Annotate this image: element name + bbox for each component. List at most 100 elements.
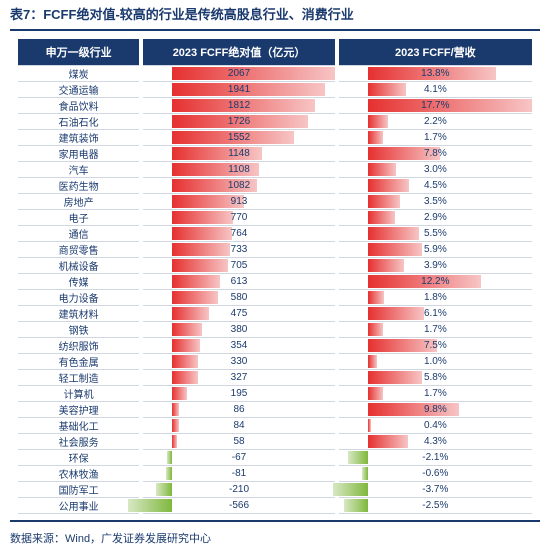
abs-cell: 84 [141, 418, 336, 434]
industry-name: 传媒 [18, 274, 141, 290]
abs-cell: 354 [141, 338, 336, 354]
industry-name: 纺织服饰 [18, 338, 141, 354]
abs-bar [172, 211, 233, 224]
ratio-cell: 5.9% [337, 242, 532, 258]
ratio-bar [368, 115, 388, 128]
abs-bar [166, 467, 172, 480]
table-row: 煤炭206713.8% [18, 66, 532, 82]
abs-cell: 327 [141, 370, 336, 386]
table-frame: 申万一级行业 2023 FCFF绝对值（亿元） 2023 FCFF/营收 煤炭2… [10, 29, 540, 522]
ratio-cell: 7.8% [337, 146, 532, 162]
industry-name: 电子 [18, 210, 141, 226]
ratio-value: 1.7% [424, 324, 447, 335]
abs-cell: 733 [141, 242, 336, 258]
industry-name: 农林牧渔 [18, 466, 141, 482]
abs-cell: 764 [141, 226, 336, 242]
abs-value: 770 [231, 212, 248, 223]
ratio-value: 2.2% [424, 116, 447, 127]
table-row: 钢铁3801.7% [18, 322, 532, 338]
ratio-cell: 4.5% [337, 178, 532, 194]
abs-cell: 380 [141, 322, 336, 338]
table-row: 纺织服饰3547.5% [18, 338, 532, 354]
abs-cell: -566 [141, 498, 336, 514]
abs-value: 1941 [228, 84, 250, 95]
abs-bar [172, 339, 200, 352]
industry-name: 有色金属 [18, 354, 141, 370]
abs-value: -566 [229, 500, 249, 511]
ratio-value: 2.9% [424, 212, 447, 223]
abs-cell: 330 [141, 354, 336, 370]
ratio-bar [368, 195, 400, 208]
ratio-cell: -0.6% [337, 466, 532, 482]
industry-name: 交通运输 [18, 82, 141, 98]
ratio-cell: -2.1% [337, 450, 532, 466]
table-row: 商贸零售733 5.9% [18, 242, 532, 258]
table-row: 电力设备5801.8% [18, 290, 532, 306]
ratio-bar [362, 467, 368, 480]
table-row: 房地产913 3.5% [18, 194, 532, 210]
ratio-bar [348, 451, 367, 464]
abs-value: 1812 [228, 100, 250, 111]
abs-value: 2067 [228, 68, 250, 79]
ratio-cell: 2.9% [337, 210, 532, 226]
ratio-bar [368, 371, 422, 384]
industry-name: 食品饮料 [18, 98, 141, 114]
ratio-bar [368, 419, 372, 432]
source-label: 数据来源：Wind，广发证券发展研究中心 [0, 522, 550, 550]
table-row: 建筑材料4756.1% [18, 306, 532, 322]
ratio-bar [368, 435, 408, 448]
col-header-industry: 申万一级行业 [18, 39, 141, 66]
abs-value: 1148 [228, 148, 250, 159]
table-row: 国防军工-210-3.7% [18, 482, 532, 498]
ratio-value: 17.7% [421, 100, 449, 111]
industry-name: 医药生物 [18, 178, 141, 194]
abs-bar [172, 227, 232, 240]
abs-cell: 195 [141, 386, 336, 402]
abs-bar [172, 355, 198, 368]
ratio-bar [368, 307, 425, 320]
abs-bar [167, 451, 172, 464]
ratio-value: -0.6% [422, 468, 448, 479]
abs-value: 1108 [228, 164, 250, 175]
abs-value: 84 [233, 420, 244, 431]
industry-name: 房地产 [18, 194, 141, 210]
table-row: 轻工制造 327 5.8% [18, 370, 532, 386]
ratio-value: 5.8% [424, 372, 447, 383]
abs-cell: 1552 [141, 130, 336, 146]
ratio-value: 4.5% [424, 180, 447, 191]
industry-name: 汽车 [18, 162, 141, 178]
abs-bar [172, 259, 227, 272]
abs-cell: 1108 [141, 162, 336, 178]
ratio-cell: 17.7% [337, 98, 532, 114]
ratio-cell: 5.8% [337, 370, 532, 386]
abs-cell: 613 [141, 274, 336, 290]
table-row: 传媒61312.2% [18, 274, 532, 290]
table-row: 食品饮料 1812 17.7% [18, 98, 532, 114]
ratio-value: 5.9% [424, 244, 447, 255]
table-row: 通信7645.5% [18, 226, 532, 242]
industry-name: 公用事业 [18, 498, 141, 514]
ratio-value: 3.0% [424, 164, 447, 175]
table-row: 公用事业 -566 -2.5% [18, 498, 532, 514]
industry-name: 家用电器 [18, 146, 141, 162]
ratio-value: 3.5% [424, 196, 447, 207]
abs-cell: 475 [141, 306, 336, 322]
ratio-value: -2.5% [422, 500, 448, 511]
abs-value: 195 [231, 388, 248, 399]
ratio-value: 1.7% [424, 388, 447, 399]
abs-value: 327 [231, 372, 248, 383]
ratio-value: 0.4% [424, 420, 447, 431]
industry-name: 商贸零售 [18, 242, 141, 258]
ratio-cell: 0.4% [337, 418, 532, 434]
col-header-abs: 2023 FCFF绝对值（亿元） [141, 39, 336, 66]
abs-cell: 913 [141, 194, 336, 210]
industry-name: 轻工制造 [18, 370, 141, 386]
ratio-bar [344, 499, 367, 512]
abs-bar [156, 483, 173, 496]
abs-cell: 1812 [141, 98, 336, 114]
table-caption: 表7：FCFF绝对值-较高的行业是传统高股息行业、消费行业 [0, 0, 550, 29]
col-header-ratio: 2023 FCFF/营收 [337, 39, 532, 66]
ratio-cell: 13.8% [337, 66, 532, 82]
abs-value: 86 [233, 404, 244, 415]
industry-name: 建筑装饰 [18, 130, 141, 146]
